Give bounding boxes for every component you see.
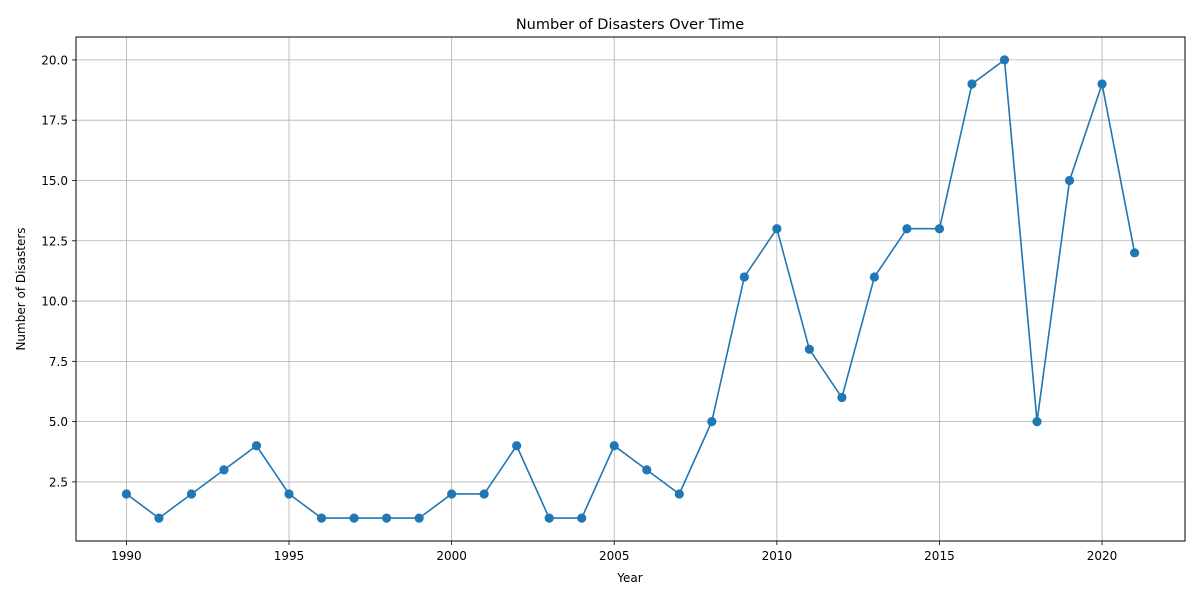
x-tick-label: 2000 [436,549,467,563]
data-point [674,489,684,499]
data-point [381,513,392,523]
data-point [512,441,522,451]
data-point [349,513,359,523]
data-point [707,417,717,427]
y-tick-label: 10.0 [41,295,68,309]
y-tick-label: 15.0 [41,174,68,188]
data-point [902,224,912,234]
y-tick-label: 20.0 [41,53,68,67]
data-point [967,79,977,89]
y-axis-ticks: 2.5 5.0 7.5 10.0 12.5 15.0 17.5 20.0 [41,53,76,489]
x-tick-label: 1990 [111,549,142,563]
x-axis-ticks: 1990 1995 2000 2005 2010 2015 2020 [111,541,1117,563]
data-point [772,224,782,234]
y-tick-label: 5.0 [49,415,68,429]
x-tick-label: 2010 [762,549,793,563]
series-line [125,58,1136,520]
data-point [837,392,847,403]
grid [76,37,1185,541]
data-point [121,489,132,499]
data-point [934,224,945,234]
data-point [999,55,1010,65]
x-tick-label: 1995 [274,549,305,563]
data-point [739,272,749,282]
data-point [642,465,652,475]
plot-frame [75,36,1186,542]
y-tick-label: 2.5 [49,475,68,489]
x-tick-label: 2005 [599,549,630,563]
x-tick-label: 2020 [1087,549,1118,563]
data-point [804,344,814,354]
chart-title: Number of Disasters Over Time [516,17,744,33]
y-tick-label: 12.5 [41,234,68,248]
data-point [447,489,457,499]
data-point [1129,248,1140,258]
data-point [479,489,489,499]
y-axis-label: Number of Disasters [14,227,28,350]
data-point [1064,175,1075,186]
data-point [316,513,327,523]
data-point [1032,417,1042,427]
y-tick-label: 17.5 [41,114,68,128]
data-point [251,441,262,451]
data-point [219,465,229,475]
y-tick-label: 7.5 [49,355,68,369]
data-point [609,441,619,451]
data-point [544,513,554,523]
data-point [414,513,424,523]
data-point [577,513,587,523]
data-point [154,513,164,523]
x-tick-label: 2015 [924,549,955,563]
data-point [284,489,294,499]
series-markers [121,55,1140,523]
data-point [869,272,880,282]
data-point [1097,79,1107,89]
data-point [186,489,197,499]
x-axis-label: Year [616,571,642,585]
